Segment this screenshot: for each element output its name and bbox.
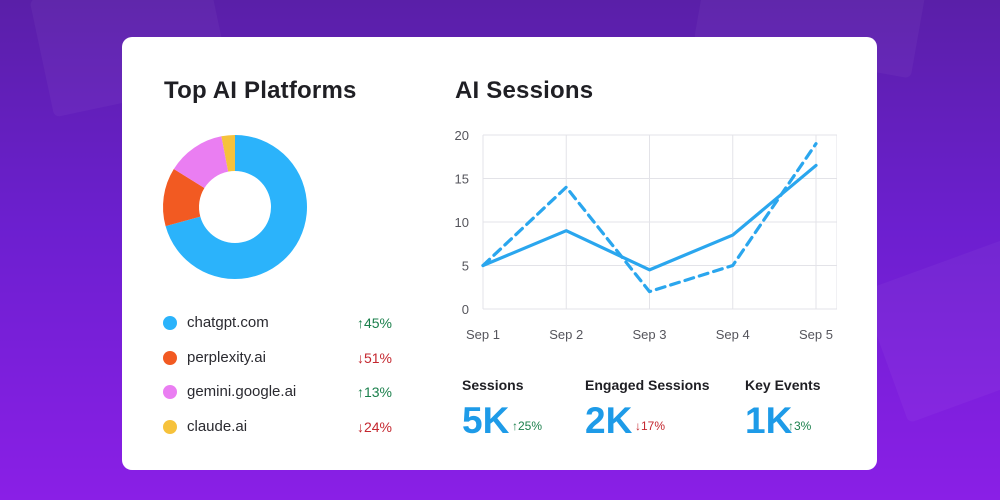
legend-item: gemini.google.ai ↑13% bbox=[163, 381, 403, 403]
legend-color-dot bbox=[163, 385, 177, 399]
metric-label: Key Events bbox=[745, 377, 821, 393]
x-tick-label: Sep 1 bbox=[466, 327, 500, 342]
legend-change: ↑13% bbox=[356, 384, 392, 400]
legend-item: perplexity.ai ↓51% bbox=[163, 347, 403, 369]
legend-change: ↑45% bbox=[356, 315, 392, 331]
y-tick-label: 15 bbox=[455, 172, 469, 187]
donut-slice-claude bbox=[221, 135, 235, 172]
x-tick-label: Sep 3 bbox=[633, 327, 667, 342]
metric-sessions: Sessions 5K ↑25% bbox=[462, 377, 542, 441]
legend-label: chatgpt.com bbox=[187, 314, 269, 331]
dashboard-card: Top AI Platforms chatgpt.com ↑45% perplexi… bbox=[122, 37, 877, 470]
metric-value: 1K bbox=[745, 400, 793, 441]
series-line-current bbox=[481, 163, 818, 272]
x-tick-label: Sep 2 bbox=[549, 327, 583, 342]
legend-color-dot bbox=[163, 350, 177, 365]
background-shape bbox=[860, 236, 1000, 424]
metric-engaged-sessions: Engaged Sessions 2K ↓17% bbox=[585, 377, 710, 441]
legend-item: chatgpt.com ↑45% bbox=[163, 312, 403, 334]
legend-change: ↓24% bbox=[356, 418, 392, 435]
metric-value: 5K bbox=[462, 400, 510, 441]
series-line-previous bbox=[481, 142, 818, 294]
x-tick-label: Sep 4 bbox=[716, 327, 750, 342]
y-tick-label: 20 bbox=[455, 128, 469, 143]
metric-key-events: Key Events 1K ↑3% bbox=[745, 377, 821, 441]
legend-change: ↓51% bbox=[356, 349, 392, 366]
legend-item: claude.ai ↓24% bbox=[163, 416, 403, 438]
donut-slice-perplexity bbox=[163, 169, 205, 227]
metric-label: Sessions bbox=[462, 377, 524, 393]
metric-change: ↑3% bbox=[788, 419, 812, 433]
metric-label: Engaged Sessions bbox=[585, 377, 710, 393]
platforms-donut-chart bbox=[163, 135, 307, 279]
metric-value: 2K bbox=[585, 400, 633, 441]
platforms-title: Top AI Platforms bbox=[164, 77, 357, 104]
legend-label: gemini.google.ai bbox=[187, 383, 297, 400]
sessions-title: AI Sessions bbox=[455, 77, 594, 104]
metric-change: ↑25% bbox=[512, 419, 543, 433]
y-tick-label: 10 bbox=[455, 215, 469, 230]
legend-color-dot bbox=[163, 419, 177, 434]
legend-label: perplexity.ai bbox=[187, 348, 266, 366]
x-tick-label: Sep 5 bbox=[799, 327, 833, 342]
legend-label: claude.ai bbox=[187, 417, 248, 435]
sessions-line-chart: 0 5 10 15 20 Sep 1 Sep 2 Sep 3 Sep 4 Sep 5 bbox=[455, 128, 837, 342]
y-tick-label: 0 bbox=[462, 302, 469, 317]
donut-slice-gemini bbox=[173, 136, 229, 189]
y-tick-label: 5 bbox=[462, 259, 469, 274]
legend-color-dot bbox=[163, 316, 177, 330]
metric-change: ↓17% bbox=[635, 419, 666, 433]
donut-slice-chatgpt bbox=[165, 135, 307, 279]
